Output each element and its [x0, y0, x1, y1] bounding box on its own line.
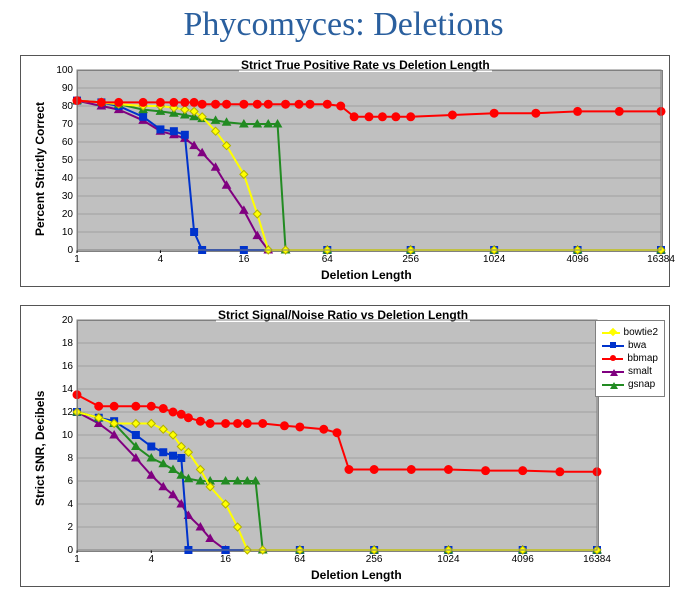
svg-text:16: 16	[238, 254, 250, 265]
legend-item-bbmap: bbmap	[602, 353, 658, 364]
legend-label: bowtie2	[624, 327, 658, 338]
legend-item-bwa: bwa	[602, 340, 658, 351]
chart-1-svg: 0102030405060708090100141664256102440961…	[21, 56, 669, 286]
legend-label: bbmap	[627, 353, 658, 364]
svg-text:4: 4	[149, 554, 155, 565]
svg-text:40: 40	[62, 173, 74, 184]
svg-text:80: 80	[62, 101, 74, 112]
chart-1-frame: Strict True Positive Rate vs Deletion Le…	[20, 55, 670, 287]
svg-text:1: 1	[74, 254, 80, 265]
svg-text:64: 64	[322, 254, 334, 265]
svg-text:6: 6	[67, 476, 73, 487]
svg-text:50: 50	[62, 155, 74, 166]
svg-text:4: 4	[158, 254, 164, 265]
svg-text:1024: 1024	[483, 254, 506, 265]
svg-text:14: 14	[62, 384, 74, 395]
svg-text:4: 4	[67, 499, 73, 510]
legend: bowtie2 bwa bbmap smalt gsnap	[595, 320, 665, 397]
svg-text:1: 1	[74, 554, 80, 565]
svg-text:256: 256	[402, 254, 419, 265]
svg-text:20: 20	[62, 315, 74, 326]
svg-text:30: 30	[62, 191, 74, 202]
svg-text:100: 100	[56, 65, 73, 76]
chart-2-svg: 024681012141618201416642561024409616384	[21, 306, 669, 586]
svg-text:16: 16	[220, 554, 232, 565]
svg-text:0: 0	[67, 245, 73, 256]
svg-text:4096: 4096	[512, 554, 535, 565]
svg-text:10: 10	[62, 227, 74, 238]
svg-text:8: 8	[67, 453, 73, 464]
svg-text:90: 90	[62, 83, 74, 94]
svg-text:1024: 1024	[437, 554, 460, 565]
svg-text:16384: 16384	[583, 554, 611, 565]
legend-label: smalt	[628, 366, 652, 377]
svg-text:16: 16	[62, 361, 74, 372]
legend-label: bwa	[628, 340, 646, 351]
legend-item-smalt: smalt	[602, 366, 658, 377]
svg-text:70: 70	[62, 119, 74, 130]
svg-text:12: 12	[62, 407, 74, 418]
svg-text:18: 18	[62, 338, 74, 349]
svg-text:10: 10	[62, 430, 74, 441]
svg-text:60: 60	[62, 137, 74, 148]
legend-item-gsnap: gsnap	[602, 379, 658, 390]
svg-text:4096: 4096	[566, 254, 589, 265]
svg-text:0: 0	[67, 545, 73, 556]
svg-text:20: 20	[62, 209, 74, 220]
svg-text:256: 256	[366, 554, 383, 565]
page-title: Phycomyces: Deletions	[0, 0, 687, 48]
legend-item-bowtie2: bowtie2	[602, 327, 658, 338]
chart-2-frame: Strict Signal/Noise Ratio vs Deletion Le…	[20, 305, 670, 587]
legend-label: gsnap	[628, 379, 655, 390]
svg-text:2: 2	[67, 522, 73, 533]
svg-text:64: 64	[294, 554, 306, 565]
svg-text:16384: 16384	[647, 254, 675, 265]
